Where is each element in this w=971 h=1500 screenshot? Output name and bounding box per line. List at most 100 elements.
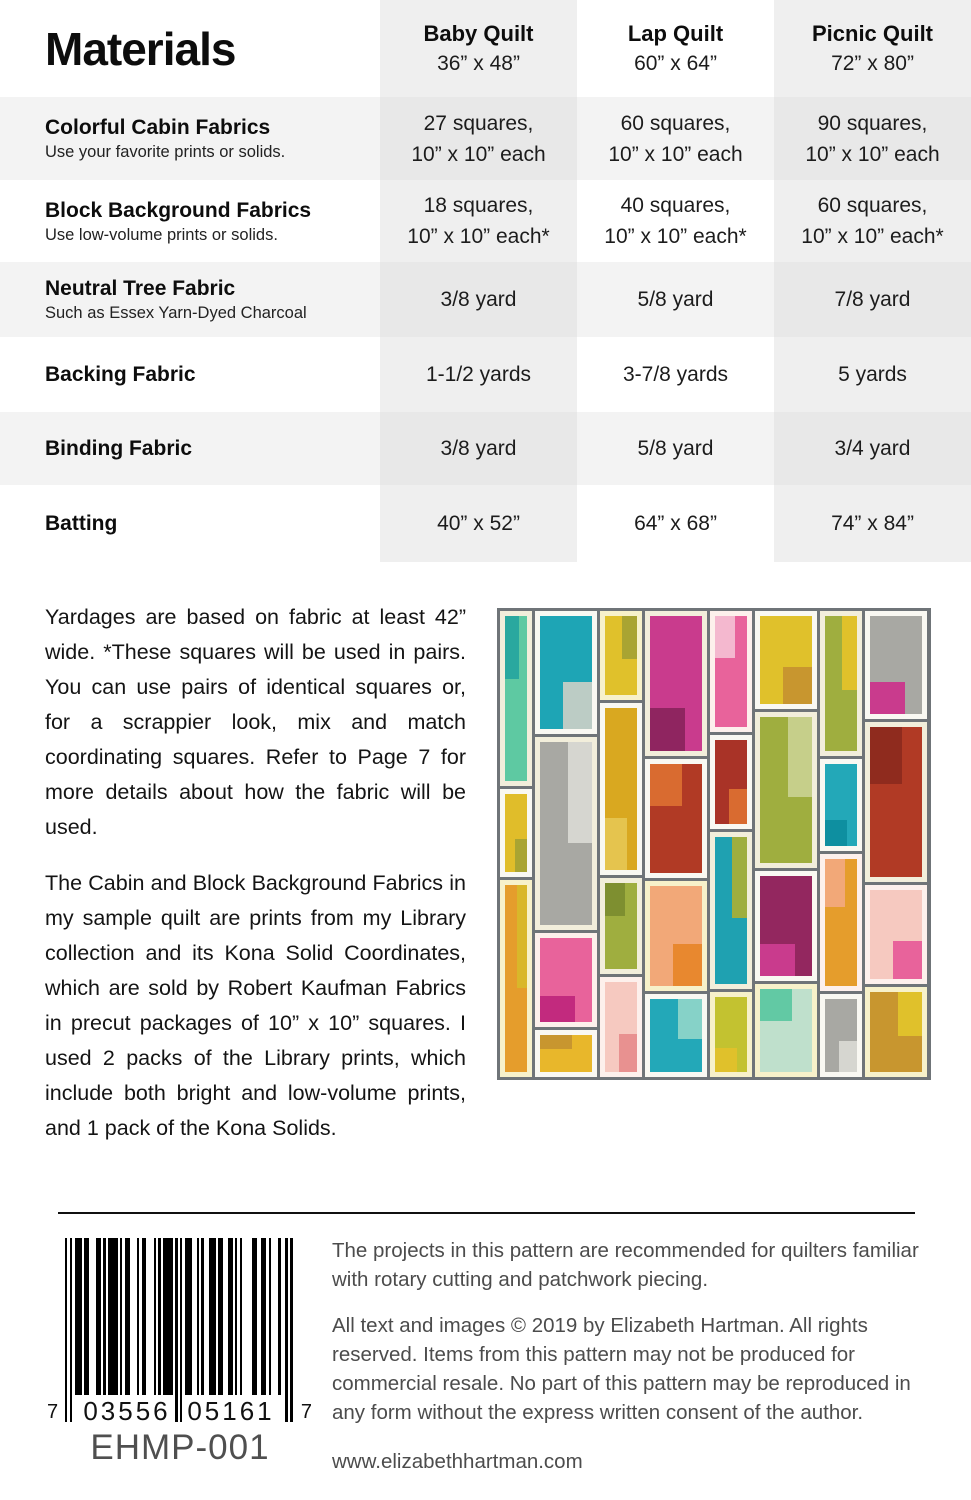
quilt-column	[645, 611, 707, 1077]
quilt-block	[645, 993, 707, 1077]
quilt-block	[535, 611, 597, 735]
value-cell: 90 squares, 10” x 10” each	[774, 97, 971, 180]
cell-value: 60 squares, 10” x 10” each	[608, 111, 743, 166]
row-label: Binding Fabric	[45, 437, 192, 460]
cell-value: 5 yards	[838, 363, 907, 386]
row-label-cell: Colorful Cabin Fabrics Use your favorite …	[0, 97, 380, 180]
cell-value: 40” x 52”	[437, 512, 520, 535]
table-row: Batting 40” x 52” 64” x 68” 74” x 84”	[0, 485, 971, 562]
quilt-block	[500, 880, 532, 1077]
quilt-column	[500, 611, 532, 1077]
quilt-block	[535, 933, 597, 1028]
value-cell: 18 squares, 10” x 10” each*	[380, 180, 577, 262]
table-row: Block Background Fabrics Use low-volume p…	[0, 180, 971, 262]
cell-value: 3/8 yard	[440, 437, 517, 460]
row-label: Backing Fabric	[45, 363, 196, 386]
value-cell: 64” x 68”	[577, 485, 774, 562]
quilt-block	[645, 881, 707, 991]
row-sublabel: Use low-volume prints or solids.	[45, 225, 278, 244]
table-row: Colorful Cabin Fabrics Use your favorite …	[0, 97, 971, 180]
table-header-row: Materials Baby Quilt 36” x 48” Lap Quilt…	[0, 0, 971, 97]
barcode-left-digit: 7	[47, 1401, 59, 1423]
quilt-column	[820, 611, 862, 1077]
value-cell: 7/8 yard	[774, 262, 971, 337]
row-sublabel: Such as Essex Yarn-Dyed Charcoal	[45, 304, 307, 322]
skill-note: The projects in this pattern are recomme…	[332, 1239, 919, 1291]
value-cell: 5/8 yard	[577, 412, 774, 485]
row-label: Neutral Tree Fabric	[45, 277, 236, 300]
quilt-block	[710, 735, 752, 829]
upc-barcode: 7 03556 05161 7	[47, 1238, 312, 1426]
row-sublabel: Use your favorite prints or solids.	[45, 143, 286, 161]
cell-value: 74” x 84”	[831, 512, 914, 535]
cell-value: 5/8 yard	[637, 288, 714, 311]
quilt-block	[535, 737, 597, 931]
quilt-block	[755, 984, 817, 1078]
value-cell: 5 yards	[774, 337, 971, 412]
quilt-block	[755, 870, 817, 982]
column-name: Picnic Quilt	[811, 21, 934, 46]
yardage-note-paragraph: Yardages are based on fabric at least 42…	[45, 605, 466, 839]
barcode-group-1: 03556	[83, 1396, 171, 1426]
copyright-note: All text and images © 2019 by Elizabeth …	[332, 1314, 911, 1424]
quilt-block	[500, 611, 532, 786]
value-cell: 40 squares, 10” x 10” each*	[577, 180, 774, 262]
body-text: Yardages are based on fabric at least 42…	[45, 600, 466, 1167]
row-label: Block Background Fabrics	[45, 198, 312, 222]
quilt-block	[820, 759, 862, 852]
row-label: Colorful Cabin Fabrics	[45, 116, 271, 139]
cell-value: 18 squares, 10” x 10” each*	[407, 194, 550, 248]
website-url: www.elizabethhartman.com	[332, 1450, 583, 1473]
quilt-block	[755, 611, 817, 710]
value-cell: 5/8 yard	[577, 262, 774, 337]
cell-value: 90 squares, 10” x 10” each	[805, 111, 940, 166]
quilt-block	[710, 831, 752, 990]
table-row: Neutral Tree Fabric Such as Essex Yarn-Dy…	[0, 262, 971, 337]
value-cell: 40” x 52”	[380, 485, 577, 562]
cell-value: 5/8 yard	[637, 437, 714, 460]
quilt-block	[600, 977, 642, 1077]
footer-text: The projects in this pattern are recomme…	[332, 1236, 938, 1476]
barcode-right-digit: 7	[300, 1401, 312, 1423]
value-cell: 1-1/2 yards	[380, 337, 577, 412]
column-name: Baby Quilt	[423, 21, 534, 46]
quilt-block	[820, 611, 862, 757]
cell-value: 3-7/8 yards	[622, 363, 729, 386]
cell-value: 60 squares, 10” x 10” each*	[801, 194, 944, 248]
quilt-block	[820, 993, 862, 1077]
quilt-column	[600, 611, 642, 1077]
footer-divider	[58, 1212, 915, 1214]
page-title: Materials	[45, 22, 236, 75]
quilt-block	[865, 721, 927, 882]
quilt-column	[535, 611, 597, 1077]
cell-value: 7/8 yard	[834, 288, 911, 311]
quilt-column	[865, 611, 927, 1077]
cell-value: 40 squares, 10” x 10” each*	[604, 194, 747, 248]
column-size: 60” x 64”	[634, 52, 717, 75]
barcode-bars	[65, 1238, 294, 1422]
quilt-block	[865, 611, 927, 719]
table-row: Backing Fabric 1-1/2 yards 3-7/8 yards 5 ya…	[0, 337, 971, 412]
barcode-group-2: 05161	[187, 1396, 275, 1426]
table-row: Binding Fabric 3/8 yard 5/8 yard 3/4 yard	[0, 412, 971, 485]
fabric-source-paragraph: The Cabin and Block Background Fabrics i…	[45, 871, 466, 1140]
quilt-block	[820, 854, 862, 991]
cell-value: 64” x 68”	[634, 512, 717, 535]
column-header-lap-quilt: Lap Quilt 60” x 64”	[577, 0, 774, 97]
row-label-cell: Block Background Fabrics Use low-volume p…	[0, 180, 380, 262]
quilt-block	[600, 611, 642, 700]
quilt-column	[755, 611, 817, 1078]
row-label-cell: Batting	[0, 485, 380, 562]
quilt-block	[865, 986, 927, 1077]
value-cell: 60 squares, 10” x 10” each*	[774, 180, 971, 262]
column-size: 36” x 48”	[437, 52, 520, 75]
row-label-cell: Neutral Tree Fabric Such as Essex Yarn-Dy…	[0, 262, 380, 337]
cell-value: 27 squares, 10” x 10” each	[411, 111, 546, 166]
value-cell: 60 squares, 10” x 10” each	[577, 97, 774, 180]
pattern-code: EHMP-001	[90, 1428, 270, 1467]
row-label-cell: Binding Fabric	[0, 412, 380, 485]
quilt-block	[500, 788, 532, 878]
row-label: Batting	[45, 512, 118, 535]
column-header-picnic-quilt: Picnic Quilt 72” x 80”	[774, 0, 971, 97]
